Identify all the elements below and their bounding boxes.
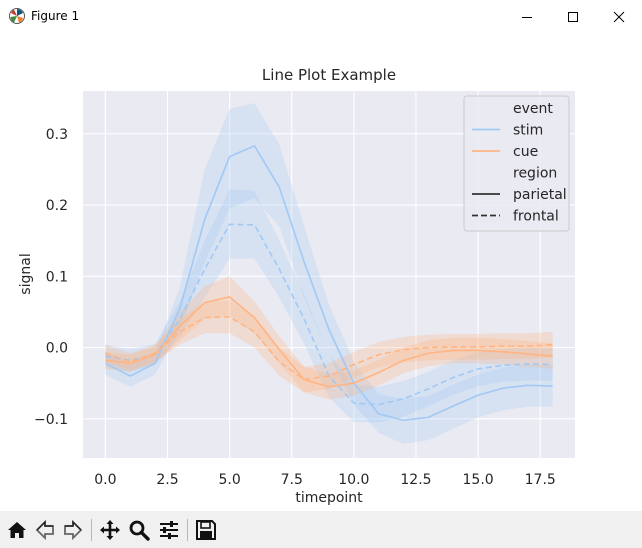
- maximize-button[interactable]: [550, 0, 596, 33]
- series-line-cue-parietal: [105, 296, 553, 388]
- x-tick-label: 0.0: [94, 472, 116, 488]
- x-axis-label: timepoint: [295, 490, 363, 506]
- matplotlib-app-icon: [9, 8, 25, 24]
- pan-icon: [100, 520, 120, 540]
- legend-label: stim: [513, 123, 543, 139]
- minimize-icon: [522, 16, 532, 18]
- y-axis-label: signal: [18, 253, 34, 294]
- chart-title: Line Plot Example: [262, 66, 396, 84]
- x-tick-label: 17.5: [525, 472, 556, 488]
- legend-group-title: region: [513, 166, 557, 182]
- configure-icon: [160, 521, 178, 539]
- confidence-band-cue-frontal: [105, 300, 553, 393]
- x-tick-label: 10.0: [338, 472, 369, 488]
- close-icon: [613, 11, 625, 22]
- legend-label: parietal: [513, 187, 567, 203]
- zoom-button[interactable]: [126, 517, 152, 543]
- y-tick-label: 0.3: [46, 127, 68, 143]
- pan-button[interactable]: [97, 517, 123, 543]
- maximize-icon: [568, 11, 578, 22]
- forward-button[interactable]: [60, 517, 86, 543]
- window-titlebar: Figure 1: [0, 0, 642, 33]
- y-tick-label: 0.0: [46, 341, 68, 357]
- x-tick-label: 2.5: [156, 472, 178, 488]
- series-line-stim-parietal: [104, 145, 553, 422]
- back-button[interactable]: [32, 517, 58, 543]
- toolbar-separator: [187, 519, 188, 541]
- legend-group-title: event: [513, 101, 553, 117]
- configure-subplots-button[interactable]: [156, 517, 182, 543]
- minimize-button[interactable]: [504, 0, 550, 33]
- x-tick-label: 5.0: [218, 472, 240, 488]
- legend: event stim cue region parietal frontal: [463, 95, 570, 232]
- line-chart: 0.0 2.5 5.0 7.5 10.0 12.5 15.0 17.5 −0.1 0.0 0.1 0.…: [18, 66, 575, 506]
- save-icon: [196, 520, 216, 540]
- close-button[interactable]: [596, 0, 642, 33]
- window-title: Figure 1: [31, 9, 80, 23]
- x-tick-label: 15.0: [463, 472, 494, 488]
- confidence-band-cue-parietal: [105, 276, 553, 400]
- y-tick-label: 0.1: [46, 269, 68, 285]
- figure-canvas[interactable]: 0.0 2.5 5.0 7.5 10.0 12.5 15.0 17.5 −0.1 0.0 0.1 0.…: [0, 33, 642, 511]
- x-tick-label: 7.5: [281, 472, 303, 488]
- y-tick-label: −0.1: [34, 412, 68, 428]
- home-icon: [8, 522, 26, 538]
- navigation-toolbar: [0, 511, 642, 548]
- back-icon: [35, 519, 54, 541]
- series-line-cue-frontal: [105, 316, 553, 381]
- zoom-icon: [129, 520, 150, 541]
- forward-icon: [64, 519, 83, 541]
- y-tick-label: 0.2: [46, 198, 68, 214]
- legend-label: cue: [513, 144, 538, 160]
- x-tick-label: 12.5: [400, 472, 431, 488]
- legend-label: frontal: [513, 209, 559, 225]
- toolbar-separator: [91, 519, 92, 541]
- save-button[interactable]: [193, 517, 219, 543]
- home-button[interactable]: [4, 517, 30, 543]
